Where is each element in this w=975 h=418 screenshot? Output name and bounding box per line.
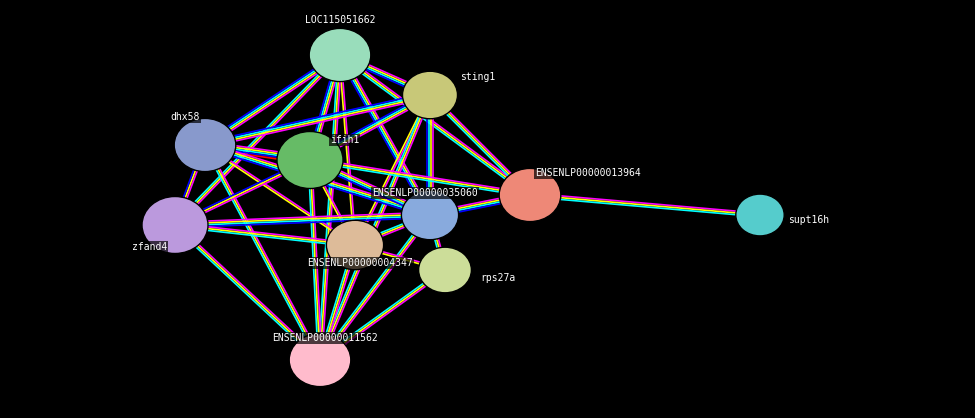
Text: zfand4: zfand4 bbox=[132, 242, 167, 252]
Ellipse shape bbox=[175, 118, 236, 172]
Ellipse shape bbox=[418, 247, 471, 293]
Text: dhx58: dhx58 bbox=[171, 112, 200, 122]
Text: supt16h: supt16h bbox=[788, 215, 829, 225]
Text: ENSENLP00000011562: ENSENLP00000011562 bbox=[272, 333, 378, 343]
Text: ifih1: ifih1 bbox=[330, 135, 360, 145]
Text: ENSENLP00000035060: ENSENLP00000035060 bbox=[372, 188, 478, 198]
Text: ENSENLP00000004347: ENSENLP00000004347 bbox=[307, 258, 412, 268]
Text: rps27a: rps27a bbox=[480, 273, 515, 283]
Ellipse shape bbox=[327, 220, 383, 270]
Ellipse shape bbox=[403, 71, 457, 119]
Ellipse shape bbox=[402, 190, 458, 240]
Text: LOC115051662: LOC115051662 bbox=[305, 15, 375, 25]
Ellipse shape bbox=[142, 196, 208, 253]
Ellipse shape bbox=[290, 334, 351, 387]
Ellipse shape bbox=[499, 168, 561, 222]
Text: ENSENLP00000013964: ENSENLP00000013964 bbox=[535, 168, 641, 178]
Ellipse shape bbox=[309, 28, 370, 82]
Text: sting1: sting1 bbox=[460, 72, 495, 82]
Ellipse shape bbox=[736, 194, 784, 236]
Ellipse shape bbox=[277, 132, 343, 189]
